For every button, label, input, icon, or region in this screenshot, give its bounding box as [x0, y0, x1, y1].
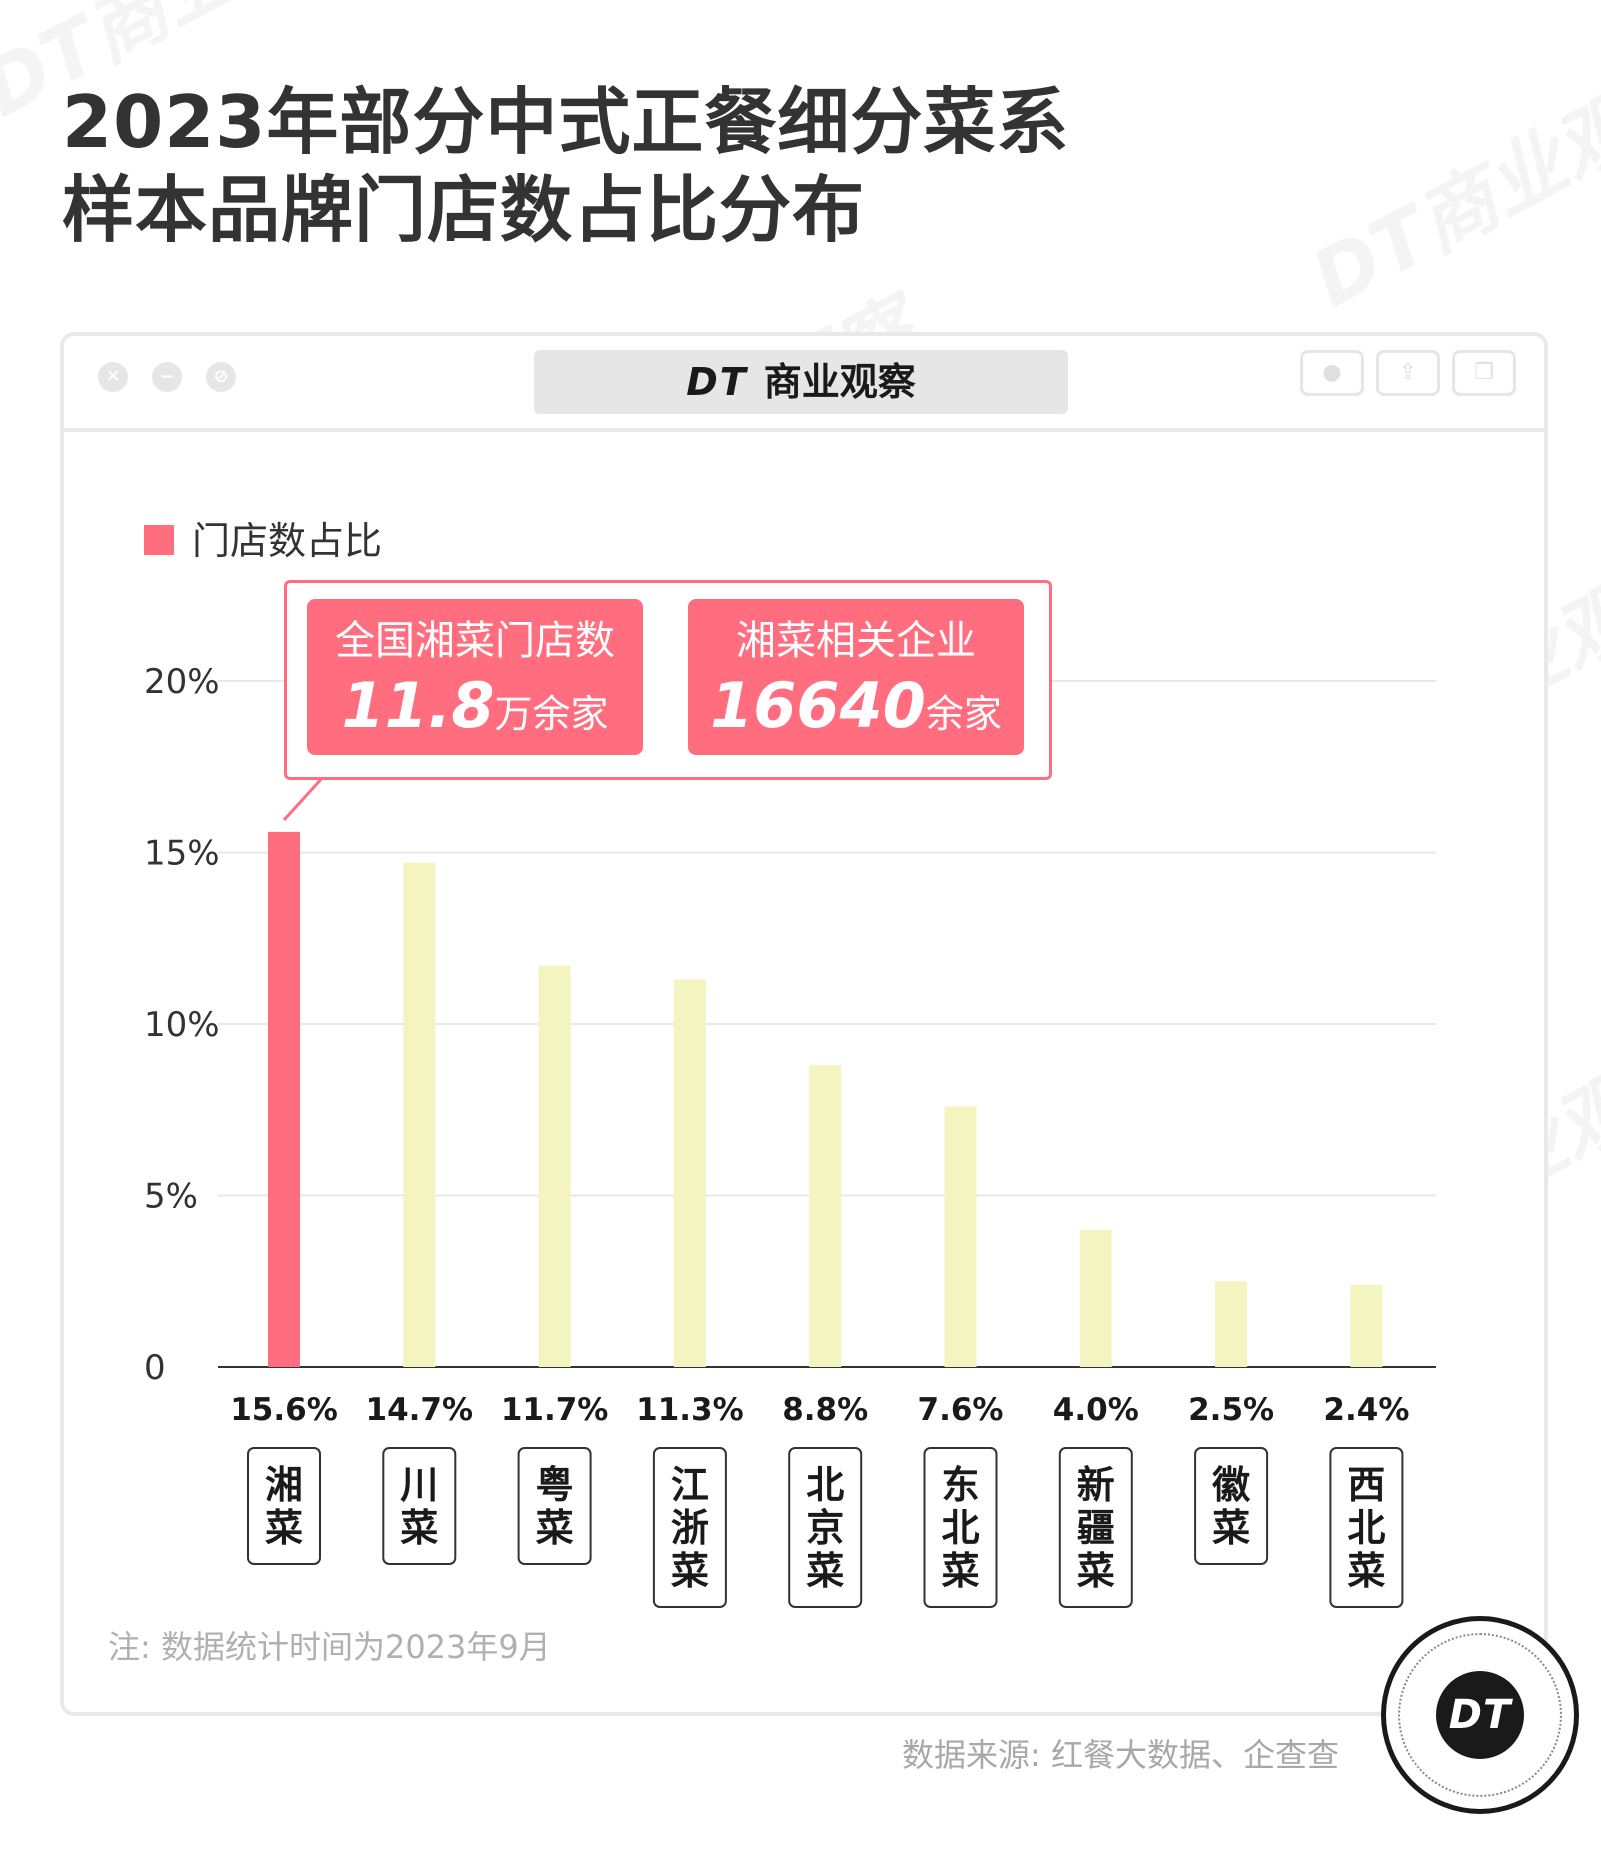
value-label: 8.8% [782, 1392, 868, 1428]
callout-number: 11.8 [341, 669, 495, 742]
y-tick-label: 5% [144, 1177, 198, 1217]
category-box [788, 1447, 863, 1608]
callout-store-count: 全国湘菜门店数 11.8万余家 [307, 599, 643, 755]
bar [673, 979, 706, 1367]
logo-mark: DT [1436, 1671, 1524, 1759]
bar [1079, 1229, 1112, 1367]
title-line-1: 2023年部分中式正餐细分菜系 [62, 80, 1070, 164]
share-icon[interactable]: ⇪ [1376, 350, 1440, 396]
category-label: 菜 [265, 1506, 303, 1550]
chart-legend: 门店数占比 [144, 510, 382, 565]
category-label: 湘 [265, 1463, 303, 1507]
brand-name: 商业观察 [763, 360, 916, 404]
category-label: 浙 [671, 1506, 709, 1550]
minimize-icon[interactable]: − [152, 362, 182, 392]
category-label: 川 [400, 1463, 438, 1507]
category-label: 菜 [941, 1549, 979, 1593]
category-label: 菜 [806, 1549, 844, 1593]
value-label: 2.5% [1188, 1392, 1274, 1428]
category-label: 京 [806, 1506, 844, 1550]
category-label: 菜 [1077, 1549, 1115, 1593]
bar [1350, 1284, 1383, 1367]
y-tick-label: 0 [144, 1348, 166, 1388]
y-tick-label: 10% [144, 1005, 220, 1045]
value-label: 2.4% [1323, 1392, 1409, 1428]
callout-value: 16640余家 [688, 669, 1024, 742]
data-source: 数据来源: 红餐大数据、企查查 [902, 1736, 1339, 1774]
y-tick-label: 15% [144, 834, 220, 874]
highlight-callout: 全国湘菜门店数 11.8万余家 湘菜相关企业 16640余家 [284, 580, 1052, 780]
brand-mark: DT [686, 360, 748, 404]
category-label: 东 [941, 1463, 979, 1507]
category-label: 徽 [1211, 1463, 1251, 1507]
chart-note: 注: 数据统计时间为2023年9月 [108, 1628, 551, 1666]
category-label: 菜 [1212, 1506, 1250, 1550]
page-title: 2023年部分中式正餐细分菜系 样本品牌门店数占比分布 [62, 78, 1069, 254]
callout-unit: 万余家 [494, 692, 609, 736]
callout-label: 全国湘菜门店数 [335, 618, 615, 664]
logo-ring [1398, 1633, 1562, 1797]
bar [1215, 1281, 1248, 1367]
value-label: 7.6% [918, 1392, 1004, 1428]
category-label: 疆 [1077, 1506, 1115, 1550]
value-label: 15.6% [230, 1392, 338, 1428]
category-label: 菜 [671, 1549, 709, 1593]
category-label: 菜 [400, 1506, 438, 1550]
callout-company-count: 湘菜相关企业 16640余家 [688, 599, 1024, 755]
category-label: 菜 [1347, 1549, 1385, 1593]
close-icon[interactable]: ✕ [98, 362, 128, 392]
category-label: 新 [1077, 1463, 1115, 1507]
bar [268, 831, 300, 1367]
window-title-bar: ✕ − ⊘ DT 商业观察 ● ⇪ ❐ [64, 336, 1544, 432]
bar [403, 862, 436, 1367]
bar [944, 1106, 977, 1367]
brand-title-bar: DT 商业观察 [534, 350, 1068, 414]
callout-number: 16640 [710, 669, 926, 742]
callout-label: 湘菜相关企业 [736, 618, 976, 664]
window-icon[interactable]: ❐ [1452, 350, 1516, 396]
category-box [923, 1447, 998, 1608]
category-box [517, 1447, 592, 1565]
category-label: 菜 [536, 1506, 574, 1550]
category-box [1058, 1447, 1133, 1608]
legend-swatch [144, 524, 174, 555]
category-label: 北 [941, 1506, 979, 1550]
category-box [382, 1447, 457, 1565]
value-label: 11.7% [501, 1392, 609, 1428]
category-box [652, 1447, 727, 1608]
bar [538, 965, 571, 1367]
block-icon[interactable]: ⊘ [206, 362, 236, 392]
category-label: 江 [671, 1463, 709, 1507]
legend-label: 门店数占比 [192, 519, 383, 563]
callout-pointer [282, 774, 328, 822]
category-box [1329, 1447, 1404, 1608]
category-label: 北 [806, 1463, 844, 1507]
category-label: 西 [1347, 1463, 1385, 1507]
title-line-2: 样本品牌门店数占比分布 [62, 168, 866, 252]
category-box [247, 1447, 321, 1565]
bar [809, 1065, 842, 1367]
value-label: 14.7% [366, 1392, 474, 1428]
value-label: 4.0% [1053, 1392, 1139, 1428]
y-tick-label: 20% [144, 662, 220, 702]
record-icon[interactable]: ● [1300, 350, 1364, 396]
category-box [1194, 1447, 1269, 1565]
value-label: 11.3% [636, 1392, 744, 1428]
category-label: 粤 [536, 1463, 574, 1507]
dt-logo: DT [1381, 1616, 1579, 1814]
callout-unit: 余家 [925, 692, 1002, 736]
category-label: 北 [1347, 1506, 1385, 1550]
callout-value: 11.8万余家 [307, 669, 643, 742]
